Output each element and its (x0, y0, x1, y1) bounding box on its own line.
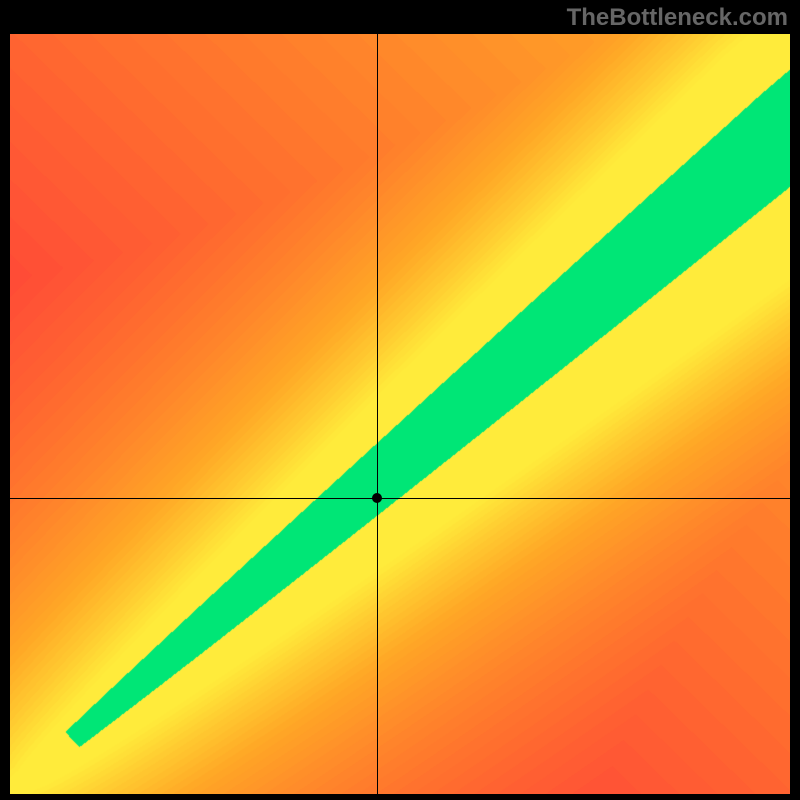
crosshair-vertical (377, 34, 378, 794)
watermark-text: TheBottleneck.com (567, 4, 788, 32)
heatmap-canvas (10, 34, 790, 794)
data-point-marker (372, 493, 382, 503)
crosshair-horizontal (10, 498, 790, 499)
chart-container: TheBottleneck.com (0, 0, 800, 800)
plot-area (10, 34, 790, 794)
